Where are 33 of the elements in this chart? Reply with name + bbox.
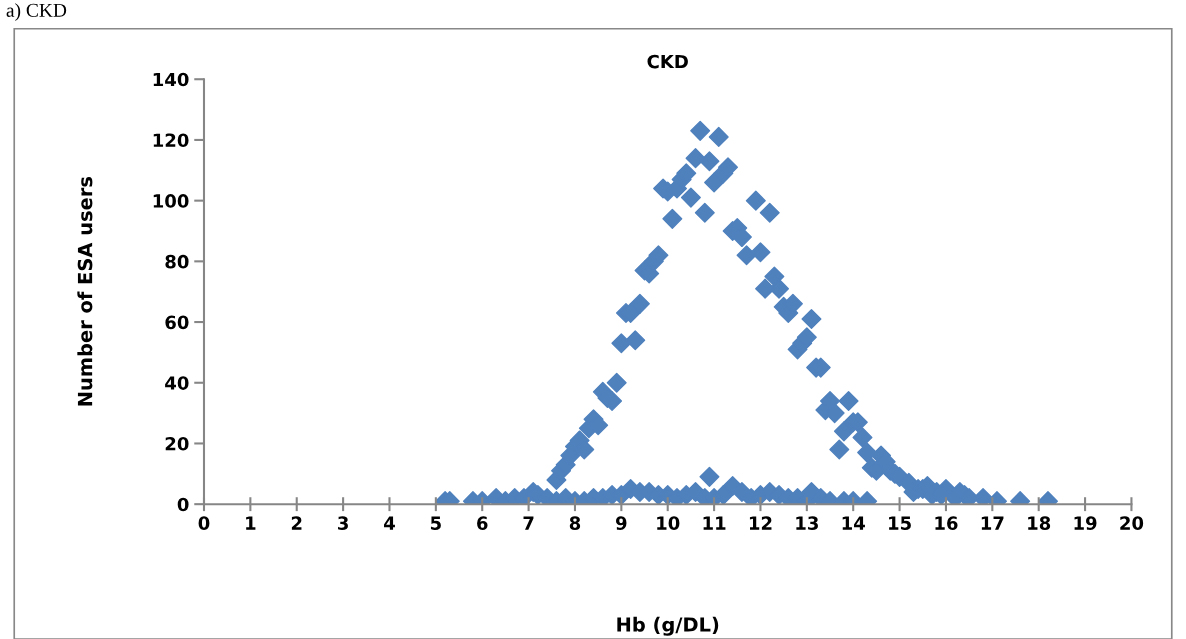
x-tick-label: 6 [477, 516, 488, 530]
x-axis-title: Hb (g/DL) [617, 616, 719, 636]
y-tick-label: 0 [177, 497, 189, 512]
x-tick-label: 0 [198, 516, 210, 530]
x-tick-label: 2 [291, 516, 302, 530]
x-tick-label: 1 [246, 516, 256, 530]
x-tick-label: 19 [1074, 516, 1097, 530]
y-tick-label: 100 [153, 194, 189, 208]
x-tick-label: 12 [749, 516, 772, 530]
x-tick-label: 11 [703, 516, 726, 530]
chart-title: CKD [647, 54, 688, 69]
x-tick-label: 13 [796, 516, 818, 530]
x-tick-label: 16 [935, 516, 958, 530]
x-tick-label: 9 [616, 516, 627, 530]
x-tick-label: 15 [889, 516, 911, 530]
x-tick-label: 20 [1120, 516, 1144, 530]
y-tick-label: 20 [165, 436, 189, 451]
text: a) CKD [6, 3, 67, 21]
y-tick-label: 80 [165, 254, 189, 269]
y-tick-label: 60 [165, 315, 189, 330]
x-tick-label: 18 [1028, 516, 1051, 530]
x-tick-label: 8 [569, 516, 581, 530]
y-tick-label: 120 [153, 133, 189, 148]
x-tick-label: 10 [657, 516, 680, 530]
y-axis-title: Number of ESA users [77, 176, 93, 406]
x-tick-label: 14 [842, 516, 865, 530]
y-tick-label: 140 [153, 72, 189, 87]
x-tick-label: 17 [981, 516, 1004, 530]
x-tick-label: 4 [384, 516, 395, 530]
y-tick-label: 40 [165, 376, 189, 390]
x-tick-label: 7 [523, 516, 534, 530]
x-tick-label: 5 [430, 516, 441, 530]
x-tick-label: 3 [338, 516, 348, 530]
